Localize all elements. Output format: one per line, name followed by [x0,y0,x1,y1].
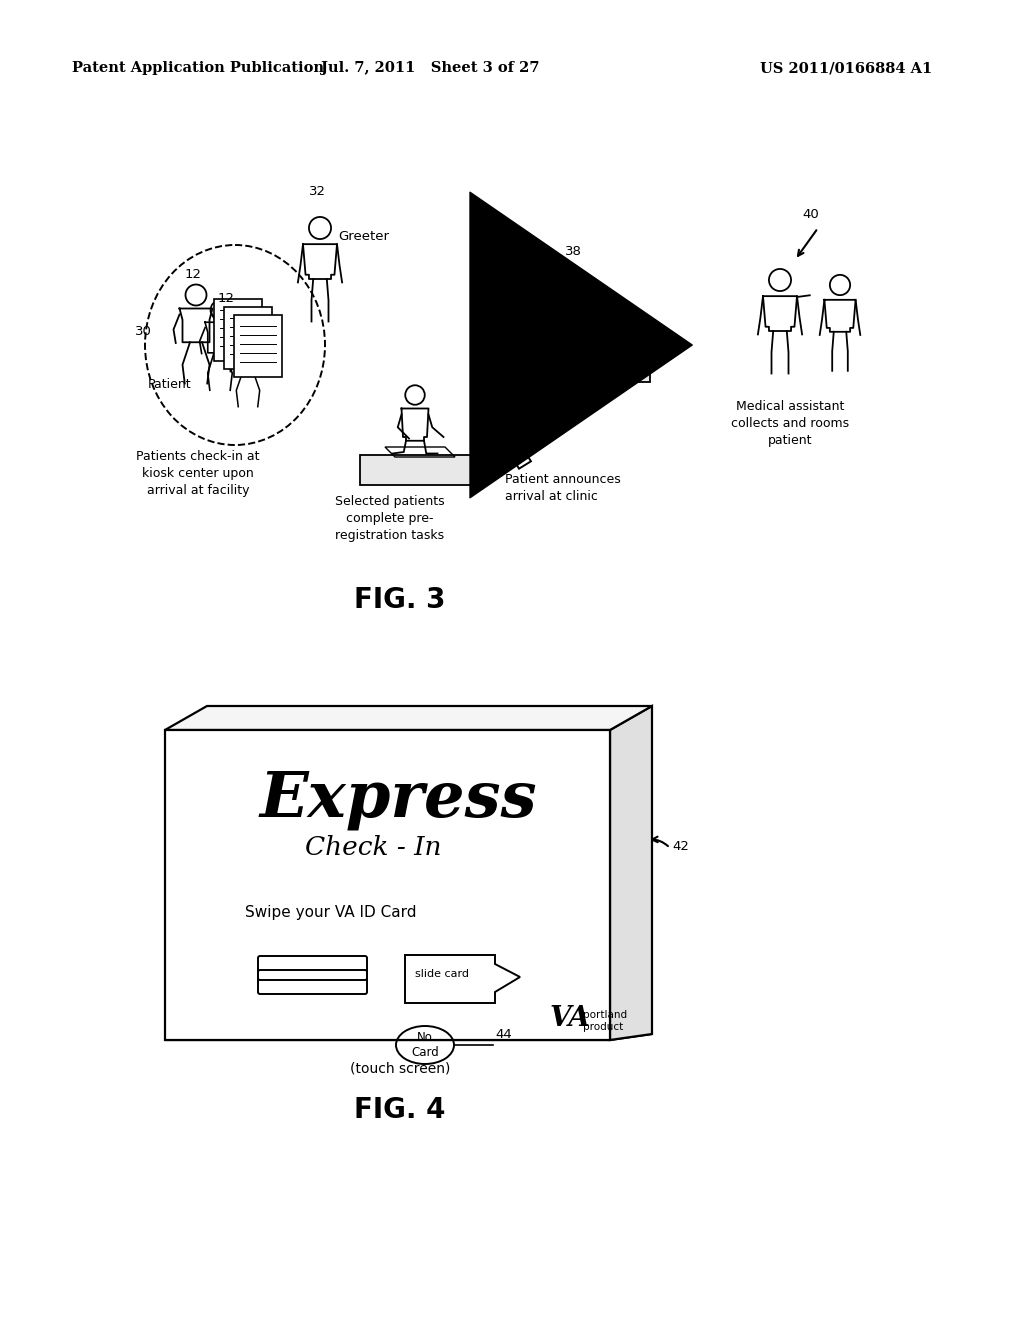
Polygon shape [360,455,485,484]
Text: FIG. 3: FIG. 3 [354,586,445,614]
Text: portland
product: portland product [583,1010,627,1032]
Text: FIG. 4: FIG. 4 [354,1096,445,1125]
Text: 38: 38 [565,246,582,257]
Polygon shape [165,1034,652,1040]
Text: Check - In: Check - In [305,836,441,861]
Text: No
Card: No Card [411,1031,439,1059]
Text: 44: 44 [495,1028,512,1041]
Text: 30: 30 [135,325,152,338]
Text: Patient: Patient [148,378,191,391]
Text: Medical assistant
collects and rooms
patient: Medical assistant collects and rooms pat… [731,400,849,447]
Text: Express: Express [260,768,538,829]
Polygon shape [214,300,262,360]
Text: Swipe your VA ID Card: Swipe your VA ID Card [245,906,417,920]
Text: 12: 12 [185,268,202,281]
Text: Greeter: Greeter [338,230,389,243]
Text: Patient announces
arrival at clinic: Patient announces arrival at clinic [505,473,621,503]
Text: Selected patients
complete pre-
registration tasks: Selected patients complete pre- registra… [335,495,444,543]
Text: 36: 36 [470,457,486,470]
Text: 40: 40 [802,209,819,220]
Polygon shape [165,706,652,730]
Text: US 2011/0166884 A1: US 2011/0166884 A1 [760,61,932,75]
Text: (touch screen): (touch screen) [350,1063,451,1076]
Polygon shape [234,315,282,378]
Polygon shape [510,355,650,381]
Text: 12: 12 [218,292,234,305]
Text: Patent Application Publication: Patent Application Publication [72,61,324,75]
Polygon shape [610,706,652,1040]
Text: slide card: slide card [415,969,469,979]
Text: Patients check-in at
kiosk center upon
arrival at facility: Patients check-in at kiosk center upon a… [136,450,260,498]
Text: 42: 42 [672,840,689,853]
Text: VA: VA [550,1005,591,1032]
Polygon shape [224,308,272,370]
Text: 32: 32 [309,185,326,198]
Text: Jul. 7, 2011   Sheet 3 of 27: Jul. 7, 2011 Sheet 3 of 27 [321,61,540,75]
Polygon shape [510,355,650,368]
Bar [165,730,610,1040]
